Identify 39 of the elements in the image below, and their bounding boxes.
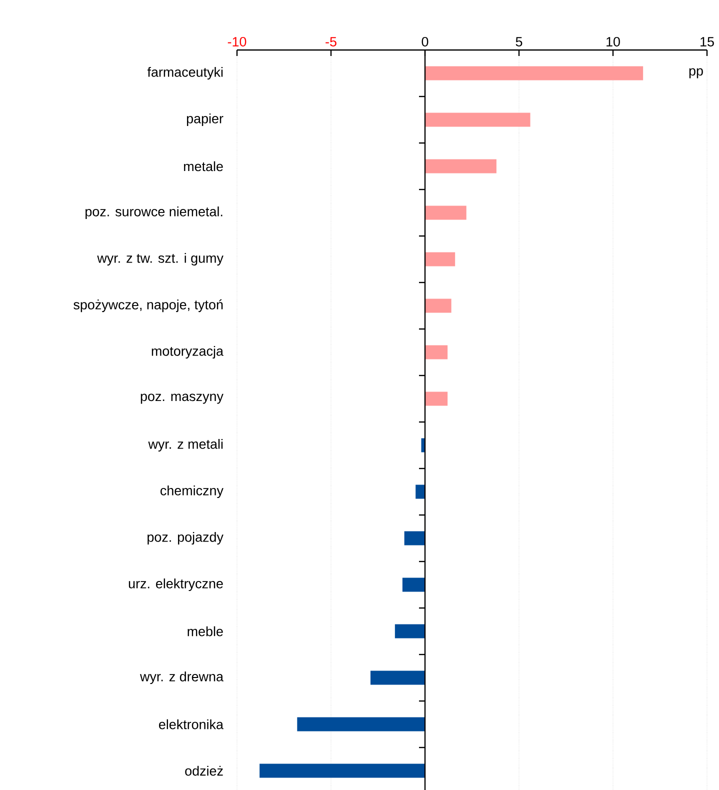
annotation: pp [689,68,703,78]
y-tick-label: spożywcze, napoje, tytoń [74,299,223,312]
bar [425,206,466,220]
y-tick-label: poz. surowce niemetal. [86,206,222,220]
y-tick-label: urz. elektryczne [128,578,223,592]
bar [404,531,426,546]
x-tick-label: -5 [326,37,336,46]
y-tick-label: meble [188,626,223,636]
y-tick-label: motoryzacja [152,346,224,359]
y-tick-label: odzież [185,766,223,776]
x-tick-label: 15 [700,37,714,46]
x-tick-label: -10 [228,36,246,46]
bar [425,159,496,174]
bar [402,578,426,592]
bar [425,66,644,80]
bar [421,438,426,452]
bar [425,252,456,266]
y-tick-label: metale [184,161,223,172]
bar [260,764,426,778]
y-tick-label: wyr. z metali [148,438,223,452]
bar [425,392,448,406]
bar [425,298,452,313]
x-tick-label: 5 [516,37,522,46]
y-tick-label: poz. maszyny [140,394,224,404]
y-tick-label: wyr. z drewna [140,671,224,684]
y-tick-label: elektronika [159,719,224,730]
bar [297,717,426,732]
bar [370,670,426,685]
y-tick-label: farmaceutyki [147,66,223,80]
y-tick-label: chemiczny [160,485,224,498]
bar [425,112,530,127]
y-tick-label: papier [186,113,224,126]
y-tick-label: wyr. z tw. szt. i gumy [97,252,224,266]
bar [394,624,426,638]
bar [425,345,448,360]
x-tick-label: 0 [422,36,428,46]
y-tick-label: poz. pojazdy [148,532,224,545]
x-tick-label: 10 [606,36,620,46]
bar [416,484,426,499]
